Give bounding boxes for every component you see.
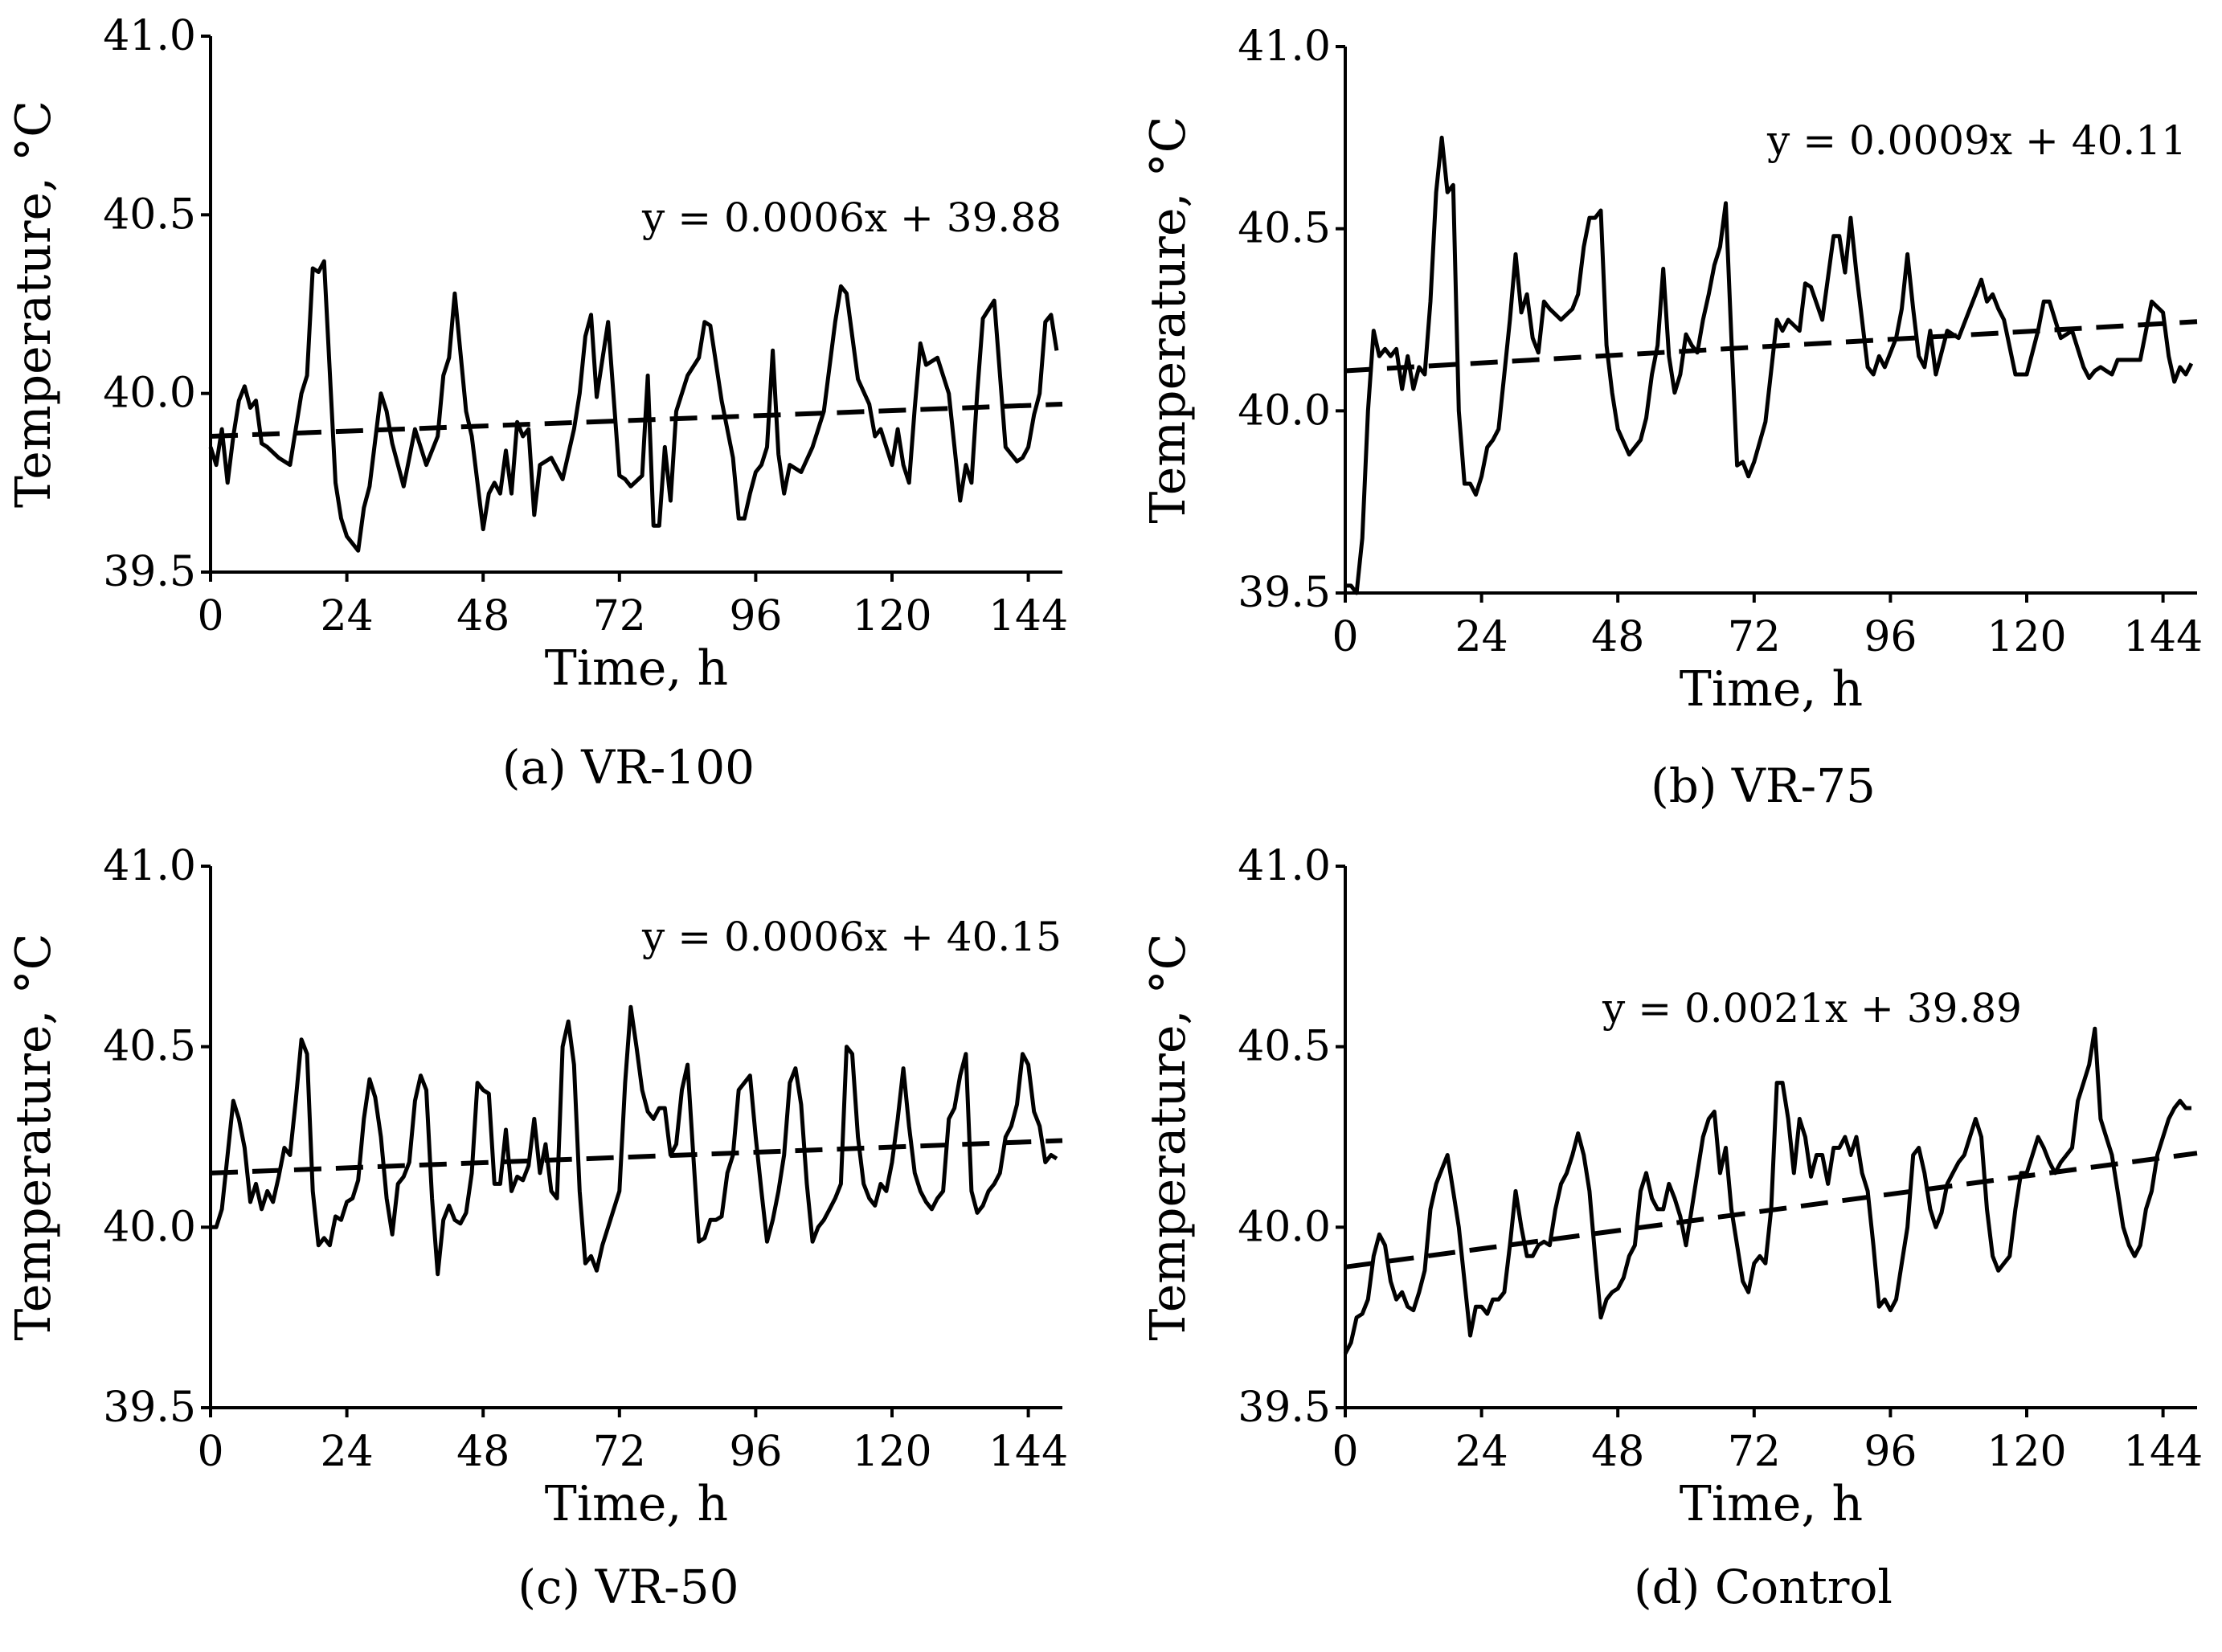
y-tick-label: 40.0 [1238, 1203, 1331, 1251]
y-tick-label: 40.5 [1238, 205, 1331, 253]
y-tick-label: 40.5 [1238, 1023, 1331, 1071]
temperature-series-line [208, 259, 1059, 553]
x-tick-label: 120 [852, 1428, 931, 1476]
x-tick-label: 144 [988, 1428, 1068, 1476]
x-tick-label: 48 [456, 592, 509, 640]
y-tick-label: 40.0 [103, 1203, 196, 1251]
x-tick-label: 48 [1591, 613, 1644, 661]
trend-line [1344, 1151, 2198, 1270]
x-tick-label: 144 [2123, 613, 2203, 661]
x-tick-label: 96 [729, 592, 782, 640]
x-tick-label: 0 [197, 592, 223, 640]
y-tick-label: 40.5 [103, 1023, 196, 1071]
chart-panel-c: 39.5 40.0 40.5 41.0 0 24 48 72 96 120 144 Time, h Te… [6, 842, 1068, 1614]
y-tick-label: 40.0 [1238, 386, 1331, 435]
x-tick-label: 24 [1455, 1428, 1508, 1476]
x-tick-label: 144 [988, 592, 1068, 640]
x-tick-label: 120 [1987, 613, 2066, 661]
panel-caption: (b) VR-75 [1651, 759, 1876, 813]
x-tick-label: 120 [1987, 1428, 2066, 1476]
y-tick-label: 40.0 [103, 370, 196, 418]
x-tick-label: 96 [1864, 1428, 1917, 1476]
panel-caption: (d) Control [1634, 1560, 1893, 1614]
x-tick-label: 0 [197, 1428, 223, 1476]
x-tick-label: 96 [729, 1428, 782, 1476]
x-axis-title: Time, h [545, 640, 728, 697]
x-tick-label: 48 [1591, 1428, 1644, 1476]
trend-line [210, 1138, 1063, 1176]
y-tick-label: 39.5 [1238, 1384, 1331, 1432]
panel-caption: (c) VR-50 [518, 1560, 739, 1614]
x-tick-label: 24 [1455, 613, 1508, 661]
y-tick-label: 41.0 [1238, 22, 1331, 71]
trend-equation-label: y = 0.0006x + 40.15 [641, 914, 1062, 960]
trend-line [210, 402, 1063, 439]
x-tick-label: 120 [852, 592, 931, 640]
x-tick-label: 72 [1728, 1428, 1781, 1476]
chart-panel-b: 39.5 40.0 40.5 41.0 0 24 48 72 96 120 144 Time, h Te… [1140, 22, 2203, 813]
trend-line [1344, 319, 2198, 374]
x-tick-label: 72 [593, 592, 646, 640]
x-tick-label: 144 [2123, 1428, 2203, 1476]
y-tick-label: 41.0 [103, 12, 196, 60]
x-tick-label: 24 [321, 1428, 374, 1476]
y-axis-title: Temperature, °C [6, 100, 62, 508]
x-tick-label: 72 [1728, 613, 1781, 661]
y-axis-title: Temperature, °C [6, 933, 62, 1340]
x-axis-title: Time, h [1680, 1476, 1863, 1532]
y-tick-label: 39.5 [1238, 569, 1331, 617]
panel-caption: (a) VR-100 [502, 740, 755, 795]
temperature-series-line [1343, 1026, 2191, 1355]
temperature-series-line [211, 1004, 1058, 1277]
x-tick-label: 0 [1332, 1428, 1358, 1476]
y-axis-title: Temperature, °C [1140, 116, 1197, 523]
x-axis-title: Time, h [1680, 661, 1863, 718]
trend-equation-label: y = 0.0021x + 39.89 [1602, 985, 2022, 1032]
x-tick-label: 0 [1332, 613, 1358, 661]
trend-equation-label: y = 0.0009x + 40.11 [1766, 117, 2187, 164]
y-tick-label: 39.5 [103, 548, 196, 596]
y-tick-label: 40.5 [103, 190, 196, 239]
x-tick-label: 48 [456, 1428, 509, 1476]
y-tick-label: 39.5 [103, 1384, 196, 1432]
trend-equation-label: y = 0.0006x + 39.88 [641, 194, 1062, 241]
x-tick-label: 72 [593, 1428, 646, 1476]
x-tick-label: 96 [1864, 613, 1917, 661]
y-tick-label: 41.0 [1238, 842, 1331, 890]
x-tick-label: 24 [321, 592, 374, 640]
chart-panel-a: 39.5 40.0 40.5 41.0 0 24 48 72 96 120 144 Time, h Te… [6, 12, 1068, 795]
x-axis-title: Time, h [545, 1476, 728, 1532]
chart-panel-d: 39.5 40.0 40.5 41.0 0 24 48 72 96 120 144 Time, h Te… [1140, 842, 2203, 1614]
y-axis-title: Temperature, °C [1140, 933, 1197, 1340]
y-tick-label: 41.0 [103, 842, 196, 890]
